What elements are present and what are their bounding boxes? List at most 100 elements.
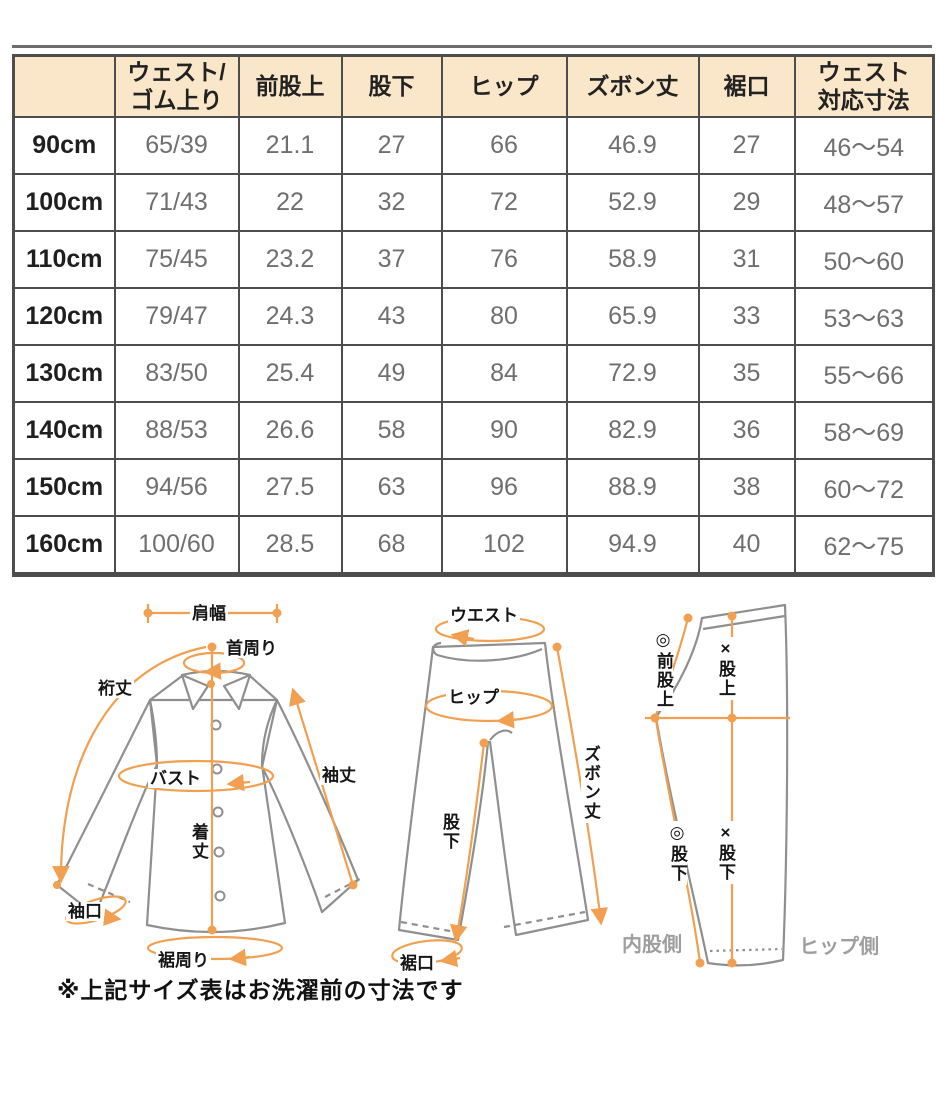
value-cell: 52.9 <box>565 173 700 232</box>
size-cell: 110cm <box>12 230 116 289</box>
shirt-buttons <box>210 719 226 902</box>
value-cell: 22 <box>237 173 343 232</box>
value-cell: 36 <box>697 401 796 460</box>
value-cell: 58〜69 <box>793 401 935 460</box>
shirt-measure-dots <box>53 608 358 935</box>
shirt-cuff-opening-label: 袖口 <box>66 902 104 921</box>
inseam-line <box>450 742 486 943</box>
shirt-measure-lines <box>52 604 355 967</box>
value-cell: 84 <box>440 344 568 403</box>
value-cell: 55〜66 <box>793 344 935 403</box>
table-row: 150cm 94/56 27.5 63 96 88.9 38 60〜72 <box>12 458 935 517</box>
shirt-bust-label: バスト <box>148 769 203 788</box>
value-cell: 72.9 <box>565 344 700 403</box>
value-cell: 49 <box>340 344 443 403</box>
hip-side-label: ヒップ側 <box>799 936 879 958</box>
table-row: 140cm 88/53 26.6 58 90 82.9 36 58〜69 <box>12 401 935 460</box>
inner-thigh-side-label: 内股側 <box>622 934 682 956</box>
value-cell: 27 <box>340 116 443 175</box>
value-cell: 58 <box>340 401 443 460</box>
value-cell: 79/47 <box>113 287 240 346</box>
value-cell: 65.9 <box>565 287 700 346</box>
value-cell: 28.5 <box>237 515 343 576</box>
pants-length-label: ズボン丈 <box>581 743 600 823</box>
table-row: 90cm 65/39 21.1 27 66 46.9 27 46〜54 <box>12 116 935 175</box>
value-cell: 37 <box>340 230 443 289</box>
value-cell: 27.5 <box>237 458 343 517</box>
value-cell: 32 <box>340 173 443 232</box>
size-cell: 160cm <box>12 515 116 576</box>
shirt-body-length-label: 着丈 <box>189 821 208 863</box>
pre-wash-note: ※上記サイズ表はお洗濯前の寸法です <box>57 977 464 1003</box>
value-cell: 71/43 <box>113 173 240 232</box>
value-cell: 53〜63 <box>793 287 935 346</box>
header-cell-waist-range: ウェスト 対応寸法 <box>793 54 935 118</box>
table-row: 160cm 100/60 28.5 68 102 94.9 40 62〜75 <box>12 515 935 576</box>
pants-hip-label: ヒップ <box>446 688 501 707</box>
table-row: 120cm 79/47 24.3 43 80 65.9 33 53〜63 <box>12 287 935 346</box>
shirt-sleeve-length-label: 袖丈 <box>320 766 358 785</box>
value-cell: 58.9 <box>565 230 700 289</box>
value-cell: 60〜72 <box>793 458 935 517</box>
pants-waist-label: ウエスト <box>448 606 520 625</box>
value-cell: 50〜60 <box>793 230 935 289</box>
value-cell: 80 <box>440 287 568 346</box>
value-cell: 27 <box>697 116 796 175</box>
value-cell: 82.9 <box>565 401 700 460</box>
shirt-shoulder-width-label: 肩幅 <box>190 604 228 623</box>
value-cell: 90 <box>440 401 568 460</box>
header-cell-waist-elastic: ウェスト/ ゴム上り <box>113 54 240 118</box>
value-cell: 43 <box>340 287 443 346</box>
measurement-diagrams: 肩幅 首周り 裄丈 バスト 袖丈 着丈 袖口 裾周り ウエスト ヒップ ズボン丈… <box>0 585 940 1005</box>
value-cell: 24.3 <box>237 287 343 346</box>
table-row: 100cm 71/43 22 32 72 52.9 29 48〜57 <box>12 173 935 232</box>
sleeve-length-line <box>288 687 355 886</box>
value-cell: 25.4 <box>237 344 343 403</box>
pants-hem-opening-label: 裾口 <box>398 954 436 973</box>
value-cell: 83/50 <box>113 344 240 403</box>
value-cell: 26.6 <box>237 401 343 460</box>
value-cell: 94/56 <box>113 458 240 517</box>
value-cell: 65/39 <box>113 116 240 175</box>
header-cell-front-rise: 前股上 <box>237 54 343 118</box>
shirt-sleeve-reach-label: 裄丈 <box>96 679 134 698</box>
value-cell: 62〜75 <box>793 515 935 576</box>
value-cell: 40 <box>697 515 796 576</box>
header-cell-pants-length: ズボン丈 <box>565 54 700 118</box>
pants-inseam-label: 股下 <box>440 811 459 853</box>
value-cell: 29 <box>697 173 796 232</box>
value-cell: 33 <box>697 287 796 346</box>
side-inseam-a-label: ◎股下 <box>668 821 687 885</box>
diagram-canvas <box>52 603 790 968</box>
value-cell: 63 <box>340 458 443 517</box>
value-cell: 46〜54 <box>793 116 935 175</box>
table-top-rule <box>12 45 932 48</box>
value-cell: 23.2 <box>237 230 343 289</box>
value-cell: 72 <box>440 173 568 232</box>
value-cell: 35 <box>697 344 796 403</box>
size-cell: 100cm <box>12 173 116 232</box>
size-cell: 130cm <box>12 344 116 403</box>
value-cell: 94.9 <box>565 515 700 576</box>
side-front-rise-label: ◎前股上 <box>654 628 673 711</box>
header-row: ウェスト/ ゴム上り 前股上 股下 ヒップ ズボン丈 裾口 ウェスト 対応寸法 <box>12 54 935 118</box>
header-cell-hip: ヒップ <box>440 54 568 118</box>
value-cell: 38 <box>697 458 796 517</box>
value-cell: 48〜57 <box>793 173 935 232</box>
size-cell: 120cm <box>12 287 116 346</box>
value-cell: 76 <box>440 230 568 289</box>
table-row: 110cm 75/45 23.2 37 76 58.9 31 50〜60 <box>12 230 935 289</box>
value-cell: 68 <box>340 515 443 576</box>
value-cell: 75/45 <box>113 230 240 289</box>
size-cell: 140cm <box>12 401 116 460</box>
value-cell: 88.9 <box>565 458 700 517</box>
shirt-neck-around-label: 首周り <box>224 639 279 658</box>
value-cell: 102 <box>440 515 568 576</box>
value-cell: 46.9 <box>565 116 700 175</box>
pants-front-measure-dots <box>479 642 562 748</box>
value-cell: 66 <box>440 116 568 175</box>
pants-side-measure-dots <box>650 611 737 968</box>
hem-around-ellipse <box>146 935 284 961</box>
value-cell: 96 <box>440 458 568 517</box>
